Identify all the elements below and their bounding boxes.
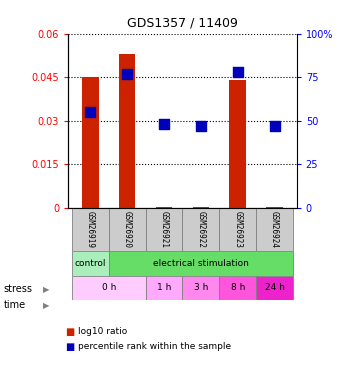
Text: 1 h: 1 h [157, 284, 171, 292]
Text: 8 h: 8 h [231, 284, 245, 292]
Text: log10 ratio: log10 ratio [78, 327, 128, 336]
Point [88, 109, 93, 115]
Text: ▶: ▶ [43, 301, 49, 310]
Bar [119, 54, 135, 208]
Text: 0 h: 0 h [102, 284, 116, 292]
Point [272, 123, 277, 129]
Point [235, 69, 240, 75]
Text: ■: ■ [65, 342, 74, 352]
FancyBboxPatch shape [182, 208, 219, 251]
Text: GSM26922: GSM26922 [196, 211, 205, 248]
Text: 3 h: 3 h [194, 284, 208, 292]
Text: GSM26924: GSM26924 [270, 211, 279, 248]
Bar [193, 207, 209, 208]
FancyBboxPatch shape [72, 251, 109, 276]
FancyBboxPatch shape [109, 208, 146, 251]
FancyBboxPatch shape [256, 208, 293, 251]
FancyBboxPatch shape [256, 276, 293, 300]
FancyBboxPatch shape [109, 251, 293, 276]
Point [124, 71, 130, 77]
Text: ■: ■ [65, 327, 74, 337]
Text: time: time [3, 300, 26, 310]
Text: GDS1357 / 11409: GDS1357 / 11409 [127, 17, 238, 30]
Text: 24 h: 24 h [265, 284, 284, 292]
Text: GSM26919: GSM26919 [86, 211, 95, 248]
Point [161, 121, 167, 127]
Text: percentile rank within the sample: percentile rank within the sample [78, 342, 232, 351]
FancyBboxPatch shape [72, 208, 109, 251]
Bar [156, 207, 172, 208]
FancyBboxPatch shape [182, 276, 219, 300]
Text: stress: stress [3, 285, 32, 294]
Bar [229, 80, 246, 208]
FancyBboxPatch shape [219, 208, 256, 251]
Text: electrical stimulation: electrical stimulation [153, 259, 249, 268]
Bar [266, 207, 283, 208]
Text: control: control [75, 259, 106, 268]
FancyBboxPatch shape [72, 276, 146, 300]
FancyBboxPatch shape [219, 276, 256, 300]
FancyBboxPatch shape [146, 208, 182, 251]
Text: GSM26920: GSM26920 [123, 211, 132, 248]
Bar [82, 77, 99, 208]
Point [198, 123, 204, 129]
FancyBboxPatch shape [146, 276, 182, 300]
Text: GSM26921: GSM26921 [160, 211, 168, 248]
Text: ▶: ▶ [43, 285, 49, 294]
Text: GSM26923: GSM26923 [233, 211, 242, 248]
